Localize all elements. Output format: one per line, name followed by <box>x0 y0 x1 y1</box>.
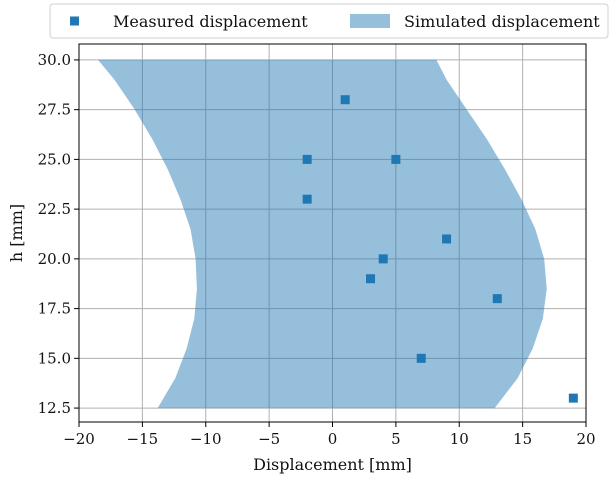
y-tick-label-0: 12.5 <box>38 399 71 417</box>
measured-point-7 <box>492 294 502 304</box>
legend-box <box>49 3 609 39</box>
legend-marker-measured <box>70 16 79 26</box>
legend: Measured displacement Simulated displace… <box>49 3 609 39</box>
x-tick-label-7: 15 <box>513 430 532 448</box>
x-tick-label-3: −5 <box>258 430 280 448</box>
measured-point-2 <box>391 154 401 164</box>
y-tick-label-7: 30.0 <box>38 51 71 69</box>
x-tick-label-8: 20 <box>576 430 595 448</box>
legend-label-simulated: Simulated displacement <box>404 12 600 31</box>
measured-point-4 <box>442 234 452 244</box>
measured-point-8 <box>416 353 426 363</box>
y-tick-label-3: 20.0 <box>38 250 71 268</box>
y-axis-ticks: 12.5 15.0 17.5 20.0 22.5 25.0 27.5 30.0 <box>38 51 79 417</box>
y-tick-label-5: 25.0 <box>38 150 71 168</box>
legend-marker-simulated <box>350 14 390 28</box>
x-tick-label-0: −20 <box>63 430 95 448</box>
x-tick-label-2: −10 <box>190 430 222 448</box>
x-axis-ticks: −20 −15 −10 −5 0 5 10 15 20 <box>63 422 596 448</box>
x-tick-label-5: 5 <box>391 430 401 448</box>
measured-point-6 <box>366 274 376 284</box>
grid <box>78 44 587 422</box>
measured-points <box>302 95 578 403</box>
y-tick-label-2: 17.5 <box>38 300 71 318</box>
y-tick-label-4: 22.5 <box>38 200 71 218</box>
simulated-displacement-band <box>98 59 547 409</box>
y-tick-label-1: 15.0 <box>38 349 71 367</box>
x-tick-label-4: 0 <box>328 430 338 448</box>
measured-point-1 <box>302 154 312 164</box>
measured-point-3 <box>302 194 312 204</box>
x-axis-label: Displacement [mm] <box>253 455 412 474</box>
measured-point-0 <box>340 95 350 105</box>
x-tick-label-1: −15 <box>127 430 159 448</box>
measured-point-9 <box>568 393 578 403</box>
y-tick-label-6: 27.5 <box>38 101 71 119</box>
legend-label-measured: Measured displacement <box>113 12 308 31</box>
measured-point-5 <box>378 254 388 264</box>
x-tick-label-6: 10 <box>450 430 469 448</box>
y-axis-label: h [mm] <box>7 204 26 262</box>
